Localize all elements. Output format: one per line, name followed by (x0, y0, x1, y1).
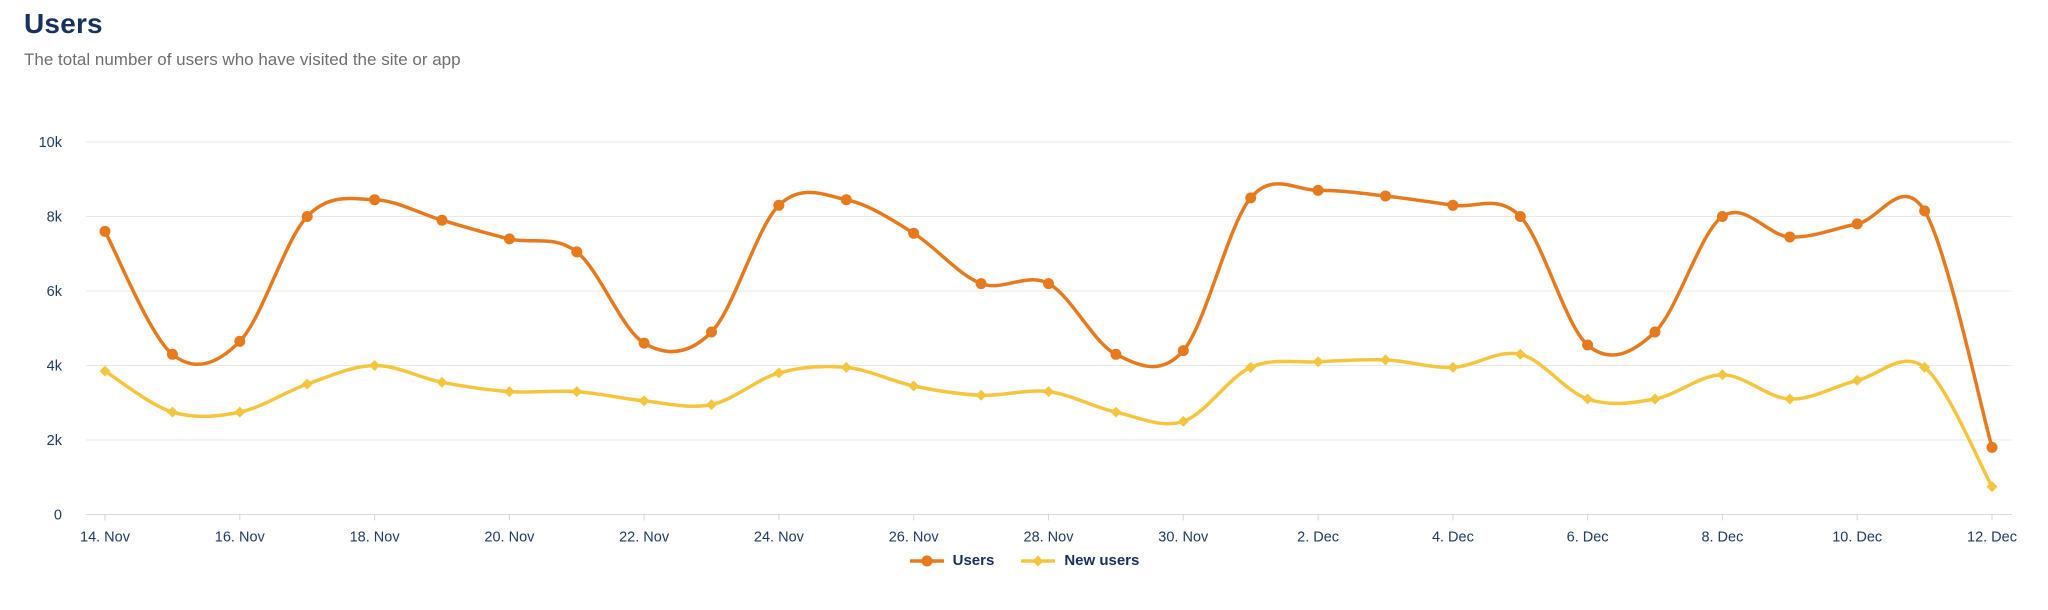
legend-label-users: Users (952, 552, 995, 569)
x-axis-label: 30. Nov (1158, 530, 1209, 546)
new-users-data-point[interactable] (908, 380, 920, 392)
users-data-point[interactable] (166, 348, 178, 360)
new-users-data-point[interactable] (436, 376, 448, 388)
users-data-point[interactable] (1919, 205, 1931, 217)
users-data-point[interactable] (1716, 211, 1728, 222)
new-users-data-point[interactable] (571, 386, 583, 398)
y-axis-label: 10k (39, 135, 63, 151)
new-users-data-point[interactable] (1380, 354, 1391, 366)
new-users-data-point[interactable] (840, 361, 852, 373)
new-users-data-point[interactable] (503, 386, 515, 398)
y-axis-label: 0 (54, 508, 62, 524)
y-axis-label: 2k (47, 433, 63, 449)
users-data-point[interactable] (1312, 184, 1324, 196)
users-legend-marker-icon (909, 555, 944, 566)
users-data-point[interactable] (1582, 339, 1594, 351)
chart-legend: Users New users (0, 552, 2048, 569)
users-data-point[interactable] (1380, 190, 1391, 202)
y-axis-label: 8k (47, 210, 63, 226)
new-users-data-point[interactable] (1245, 361, 1257, 373)
users-data-point[interactable] (1245, 192, 1257, 204)
new-users-data-point[interactable] (1784, 393, 1796, 405)
users-data-point[interactable] (99, 225, 111, 237)
users-data-point[interactable] (1986, 441, 1998, 453)
x-axis-label: 24. Nov (754, 530, 805, 546)
legend-item-users[interactable]: Users (909, 552, 995, 569)
new-users-data-point[interactable] (773, 367, 785, 379)
new-users-data-point[interactable] (1312, 356, 1324, 368)
x-axis-label: 8. Dec (1701, 530, 1743, 546)
users-series-line (103, 182, 1994, 450)
x-axis-label: 10. Dec (1832, 530, 1882, 546)
new-users-data-point[interactable] (1851, 374, 1863, 386)
new-users-data-point[interactable] (301, 378, 313, 390)
users-data-point[interactable] (706, 326, 717, 338)
new-users-data-point[interactable] (638, 395, 650, 407)
chart-header: Users The total number of users who have… (24, 8, 461, 70)
users-data-point[interactable] (1514, 211, 1526, 222)
x-axis-label: 26. Nov (889, 530, 940, 546)
new-users-legend-marker-icon (1021, 555, 1056, 566)
y-axis-label: 4k (47, 359, 63, 375)
new-users-data-point[interactable] (234, 406, 246, 418)
users-data-point[interactable] (840, 194, 852, 206)
users-data-point[interactable] (1447, 199, 1459, 211)
new-users-data-point[interactable] (975, 389, 987, 401)
users-data-point[interactable] (234, 335, 246, 347)
x-axis-label: 6. Dec (1567, 530, 1609, 546)
x-axis-label: 12. Dec (1967, 530, 2017, 546)
page-title: Users (24, 8, 103, 39)
users-data-point[interactable] (1784, 231, 1796, 243)
users-data-point[interactable] (1043, 278, 1054, 290)
users-data-point[interactable] (369, 194, 381, 206)
x-axis-label: 28. Nov (1024, 530, 1075, 546)
users-data-point[interactable] (503, 233, 515, 245)
new-users-data-point[interactable] (1447, 361, 1459, 373)
x-axis-label: 2. Dec (1297, 530, 1339, 546)
users-data-point[interactable] (908, 227, 920, 239)
new-users-data-point[interactable] (1716, 369, 1728, 381)
new-users-data-point[interactable] (706, 399, 717, 411)
new-users-data-point[interactable] (1919, 361, 1931, 373)
new-users-data-point[interactable] (99, 365, 111, 377)
new-users-data-point[interactable] (1986, 481, 1998, 493)
users-data-point[interactable] (1649, 326, 1661, 338)
users-data-point[interactable] (975, 278, 987, 290)
new-users-data-point[interactable] (369, 360, 381, 371)
new-users-data-point[interactable] (1649, 393, 1661, 405)
new-users-data-point[interactable] (1582, 393, 1594, 405)
x-axis-label: 20. Nov (484, 530, 535, 546)
new-users-series-line (103, 351, 1994, 489)
users-data-point[interactable] (571, 246, 583, 258)
users-data-point[interactable] (1177, 345, 1189, 357)
users-data-point[interactable] (1110, 348, 1122, 360)
x-axis-label: 16. Nov (215, 530, 266, 546)
page-subtitle: The total number of users who have visit… (24, 50, 461, 69)
users-data-point[interactable] (301, 211, 313, 222)
users-data-point[interactable] (436, 214, 448, 226)
users-data-point[interactable] (773, 199, 785, 211)
y-axis-label: 6k (47, 284, 63, 300)
new-users-data-point[interactable] (166, 406, 178, 418)
new-users-data-point[interactable] (1177, 415, 1189, 427)
users-data-point[interactable] (638, 337, 650, 349)
users-data-point[interactable] (1851, 218, 1863, 230)
new-users-data-point[interactable] (1514, 348, 1526, 360)
legend-item-new-users[interactable]: New users (1020, 552, 1139, 569)
x-axis-label: 22. Nov (619, 530, 670, 546)
legend-label-new-users: New users (1064, 552, 1140, 569)
x-axis-label: 18. Nov (350, 530, 401, 546)
new-users-data-point[interactable] (1043, 386, 1054, 398)
x-axis-label: 14. Nov (80, 530, 131, 546)
x-axis-label: 4. Dec (1432, 530, 1474, 546)
new-users-data-point[interactable] (1110, 406, 1122, 418)
